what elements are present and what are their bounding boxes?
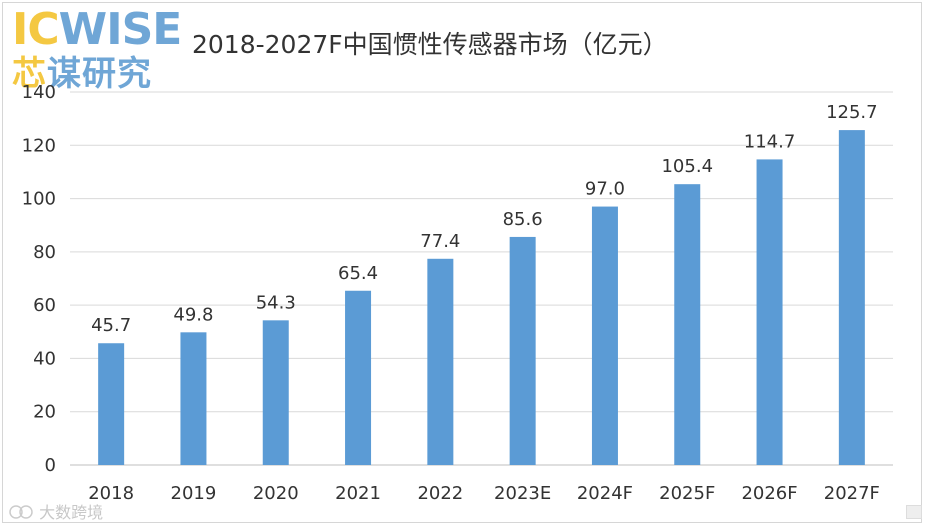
data-label: 65.4 [338,263,378,284]
data-label: 45.7 [91,315,131,336]
bar [180,332,207,465]
y-tick-label: 40 [33,348,56,369]
x-tick-label: 2019 [171,483,217,504]
data-label: 77.4 [420,231,460,252]
y-tick-label: 60 [33,295,56,316]
bar [262,320,289,465]
logo-english: ICWISE [12,8,182,52]
data-label: 125.7 [826,102,878,123]
y-tick-label: 0 [45,455,56,476]
bar [427,258,454,465]
x-tick-label: 2020 [253,483,299,504]
data-label: 114.7 [744,131,796,152]
bar [838,130,865,465]
logo-chinese: 芯谋研究 [12,54,181,94]
data-label: 54.3 [256,292,296,313]
corner-mark [906,505,922,519]
x-tick-label: 2026F [741,483,797,504]
data-label: 85.6 [503,209,543,230]
bar [509,236,536,465]
x-tick-label: 2024F [577,483,633,504]
data-label: 49.8 [173,304,213,325]
y-tick-label: 20 [33,402,56,423]
chart-title: 2018-2027F中国惯性传感器市场（亿元） [192,30,668,59]
y-tick-label: 140 [22,82,56,103]
data-label: 105.4 [661,156,713,177]
x-tick-label: 2027F [824,483,880,504]
logo-wise: WISE [58,4,183,55]
x-tick-label: 2023E [494,483,551,504]
data-label: 97.0 [585,179,625,200]
watermark-icon [9,505,33,519]
watermark: 大数跨境 [8,499,103,523]
y-tick-label: 100 [22,189,56,210]
bar [591,206,618,466]
bar [674,184,701,466]
icwise-logo: ICWISE 芯谋研究 [12,8,182,95]
x-tick-label: 2025F [659,483,715,504]
x-tick-label: 2022 [417,483,463,504]
logo-cn-first: 芯 [12,54,47,94]
bar [345,290,372,465]
bar [756,159,783,465]
x-tick-label: 2021 [335,483,381,504]
x-tick-label: 2018 [88,483,134,504]
bar [98,343,125,465]
logo-ic: IC [12,4,60,55]
logo-cn-rest: 谋研究 [47,54,152,94]
watermark-text: 大数跨境 [39,503,104,522]
y-tick-label: 120 [22,135,56,156]
y-tick-label: 80 [33,242,56,263]
